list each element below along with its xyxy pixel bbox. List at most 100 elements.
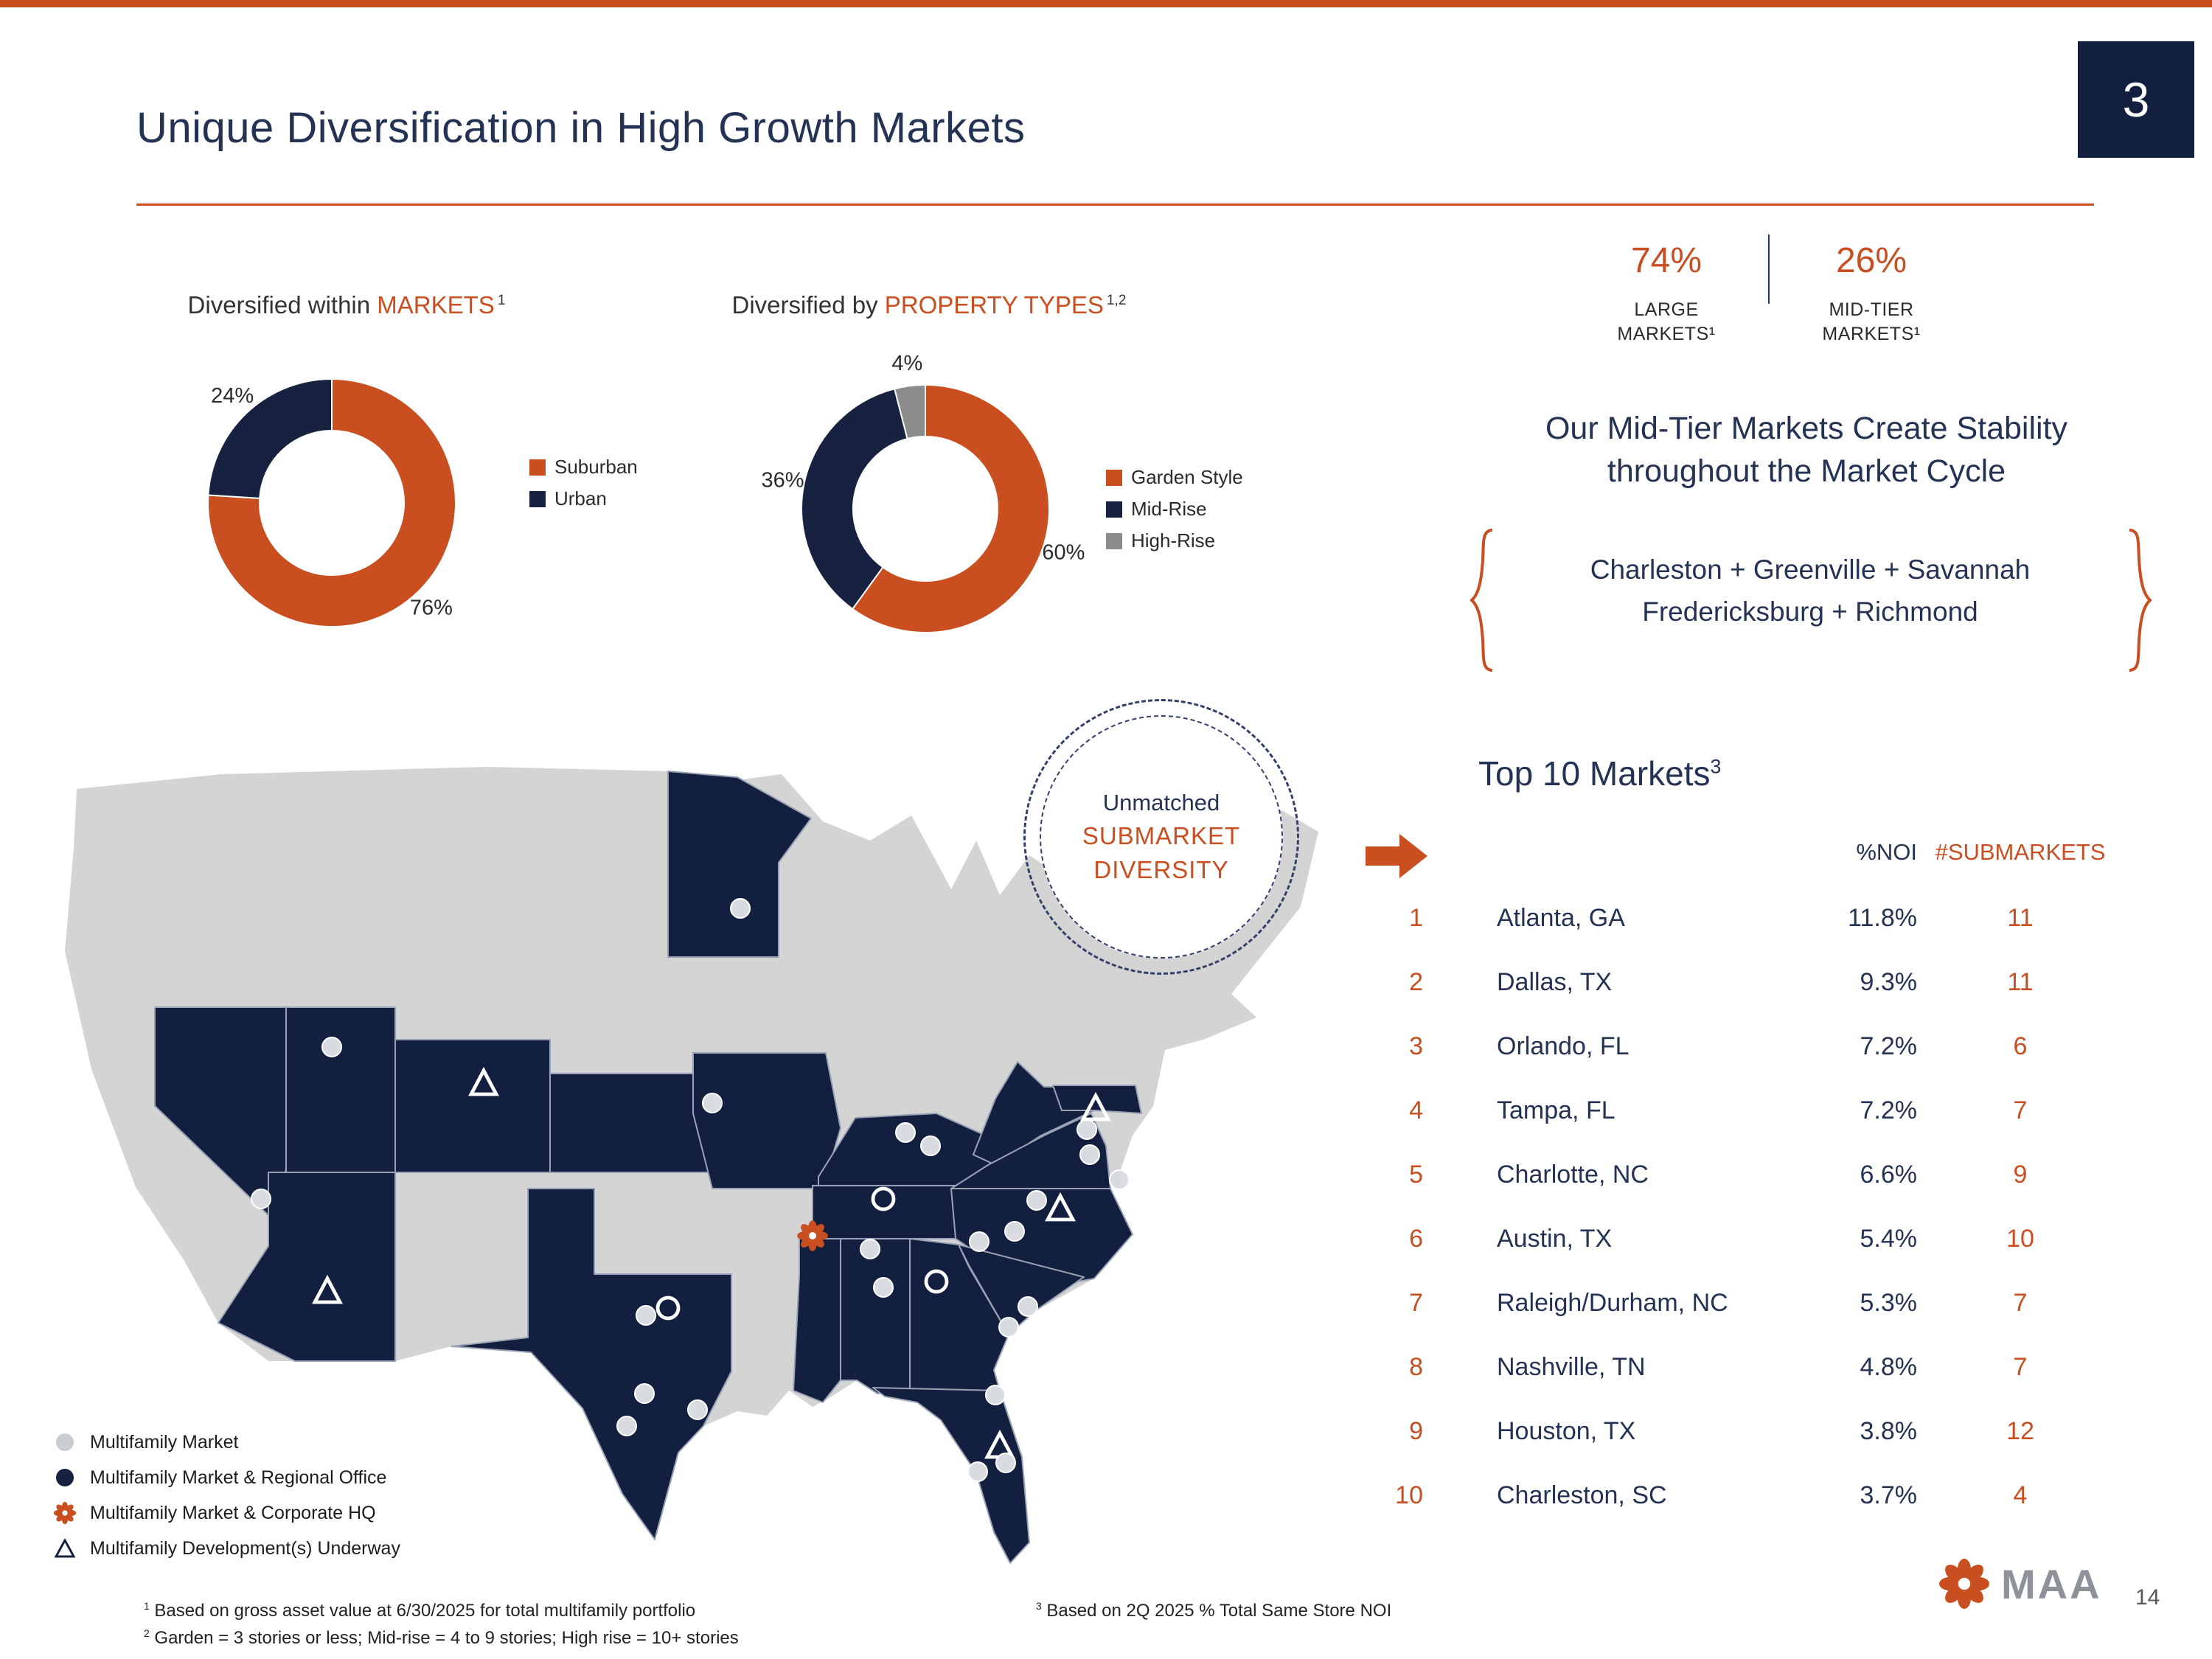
state-kansas (549, 1073, 713, 1173)
state-alabama (840, 1238, 911, 1394)
market-rank: 5 (1409, 1161, 1423, 1189)
state-texas (451, 1188, 732, 1540)
state-colorado (394, 1039, 551, 1173)
donut-segment-mid-rise (801, 388, 908, 611)
column-header-noi: %NOI (1856, 839, 1917, 865)
map-markers (251, 898, 1130, 1482)
market-rank: 6 (1409, 1225, 1423, 1253)
chart-legend-item: Urban (529, 487, 638, 510)
us-map (65, 767, 1318, 1564)
development-triangle-icon (52, 1539, 78, 1558)
slide-number: 3 (2122, 72, 2150, 127)
market-submarkets: 12 (2006, 1417, 2034, 1445)
market-name: Austin, TX (1497, 1225, 1613, 1253)
stability-heading: Our Mid-Tier Markets Create Stability th… (1445, 407, 2168, 493)
map-legend-item: Multifamily Market (52, 1425, 400, 1460)
map-marker-market (730, 898, 751, 919)
market-noi: 4.8% (1860, 1353, 1918, 1381)
donut-chart-markets: 76% 24% (207, 378, 456, 627)
donut-percdata-label: 76% (410, 596, 453, 619)
map-legend-label: Multifamily Market & Corporate HQ (90, 1502, 376, 1523)
map-marker-market (995, 1453, 1016, 1473)
map-marker-market (1077, 1119, 1097, 1140)
market-dot-icon (52, 1433, 78, 1451)
map-marker-market (1004, 1221, 1025, 1242)
chart-title-accent: MARKETS (377, 291, 495, 319)
top10-table-body: 1 Atlanta, GA 11.8% 11 2 Dallas, TX 9.3% 11 3 Orl… (1371, 886, 2124, 1528)
footnote-3: 3 Based on 2Q 2025 % Total Same Store NO… (1036, 1597, 1391, 1624)
label-line: MARKETS¹ (1822, 323, 1921, 344)
corporate-hq-flower-icon (52, 1501, 78, 1525)
market-submarkets: 9 (2013, 1161, 2028, 1189)
market-noi: 3.8% (1860, 1417, 1918, 1445)
legend-swatch (1106, 532, 1122, 549)
market-rank: 3 (1409, 1032, 1423, 1060)
regional-office-dot-icon (52, 1469, 78, 1486)
chart-title-sup: 1,2 (1106, 293, 1127, 308)
map-marker-market (636, 1305, 656, 1326)
market-submarkets: 7 (2013, 1353, 2028, 1381)
legend-swatch (529, 459, 546, 476)
table-row: 6 Austin, TX 5.4% 10 (1371, 1207, 2124, 1271)
map-legend-label: Multifamily Market (90, 1431, 239, 1453)
footnote-line: 2 Garden = 3 stories or less; Mid-rise =… (144, 1627, 739, 1649)
map-marker-dev (312, 1274, 343, 1304)
map-marker-dev (1080, 1091, 1111, 1121)
market-submarkets: 6 (2013, 1032, 2028, 1060)
market-noi: 5.4% (1860, 1225, 1918, 1253)
market-submarkets: 4 (2013, 1481, 2028, 1509)
map-marker-market (920, 1135, 941, 1156)
large-markets-pct: 74% (1630, 241, 1703, 280)
map-marker-market (873, 1277, 894, 1298)
top10-title: Top 10 Markets3 (1478, 754, 1721, 793)
market-rank: 2 (1409, 968, 1423, 996)
table-row: 5 Charlotte, NC 6.6% 9 (1371, 1143, 2124, 1207)
market-noi: 7.2% (1860, 1096, 1918, 1124)
donut-percdata-label: 24% (211, 384, 254, 408)
legend-label: Urban (554, 487, 607, 509)
table-row: 1 Atlanta, GA 11.8% 11 (1371, 886, 2124, 950)
stability-markets-line1: Charleston + Greenville + Savannah (1590, 554, 2031, 585)
page-title: Unique Diversification in High Growth Ma… (136, 104, 1026, 152)
state-utah (285, 1006, 396, 1173)
market-noi: 11.8% (1848, 904, 1917, 932)
market-submarkets: 10 (2006, 1225, 2034, 1253)
mid-tier-markets-pct: 26% (1835, 241, 1907, 280)
map-legend-item: Multifamily Market & Regional Office (52, 1460, 400, 1495)
map-marker-market (895, 1122, 916, 1143)
market-submarkets: 7 (2013, 1096, 2028, 1124)
large-markets-label: LARGE MARKETS¹ (1593, 298, 1740, 346)
map-marker-market (321, 1037, 342, 1057)
market-name: Tampa, FL (1497, 1096, 1615, 1124)
market-name: Charleston, SC (1497, 1481, 1667, 1509)
column-header-submarkets: #SUBMARKETS (1935, 839, 2106, 865)
footnote-1-2: 1 Based on gross asset value at 6/30/202… (144, 1597, 739, 1652)
legend-label: Garden Style (1131, 466, 1243, 488)
label-line: MARKETS¹ (1617, 323, 1716, 344)
market-name: Dallas, TX (1497, 968, 1613, 996)
donut-percdata-label: 36% (761, 469, 804, 493)
map-marker-market (1018, 1296, 1038, 1317)
label-line: MID-TIER (1829, 299, 1914, 320)
legend-label: High-Rise (1131, 529, 1216, 552)
donut-legend-property-types: Garden Style Mid-Rise High-Rise (1106, 466, 1243, 561)
chart-title-accent: PROPERTY TYPES (884, 291, 1104, 319)
active-states (154, 771, 1142, 1564)
stat-divider (1768, 234, 1770, 304)
map-marker-market (969, 1231, 990, 1252)
market-name: Nashville, TN (1497, 1353, 1646, 1381)
market-noi: 5.3% (1860, 1289, 1918, 1317)
chart-title-markets: Diversified within MARKETS 1 (125, 291, 568, 319)
market-noi: 7.2% (1860, 1032, 1918, 1060)
market-rank: 8 (1409, 1353, 1423, 1381)
page-number: 14 (2135, 1585, 2160, 1610)
map-marker-market (998, 1317, 1019, 1338)
donut-percdata-label: 60% (1042, 541, 1085, 565)
diversity-badge-line1: Unmatched (1102, 790, 1220, 815)
map-legend-label: Multifamily Development(s) Underway (90, 1537, 400, 1559)
label-line: LARGE (1634, 299, 1699, 320)
map-marker-regional (655, 1295, 681, 1321)
map-marker-market (702, 1093, 723, 1113)
table-row: 2 Dallas, TX 9.3% 11 (1371, 950, 2124, 1015)
diversity-badge: Unmatched SUBMARKET DIVERSITY (1040, 715, 1283, 959)
